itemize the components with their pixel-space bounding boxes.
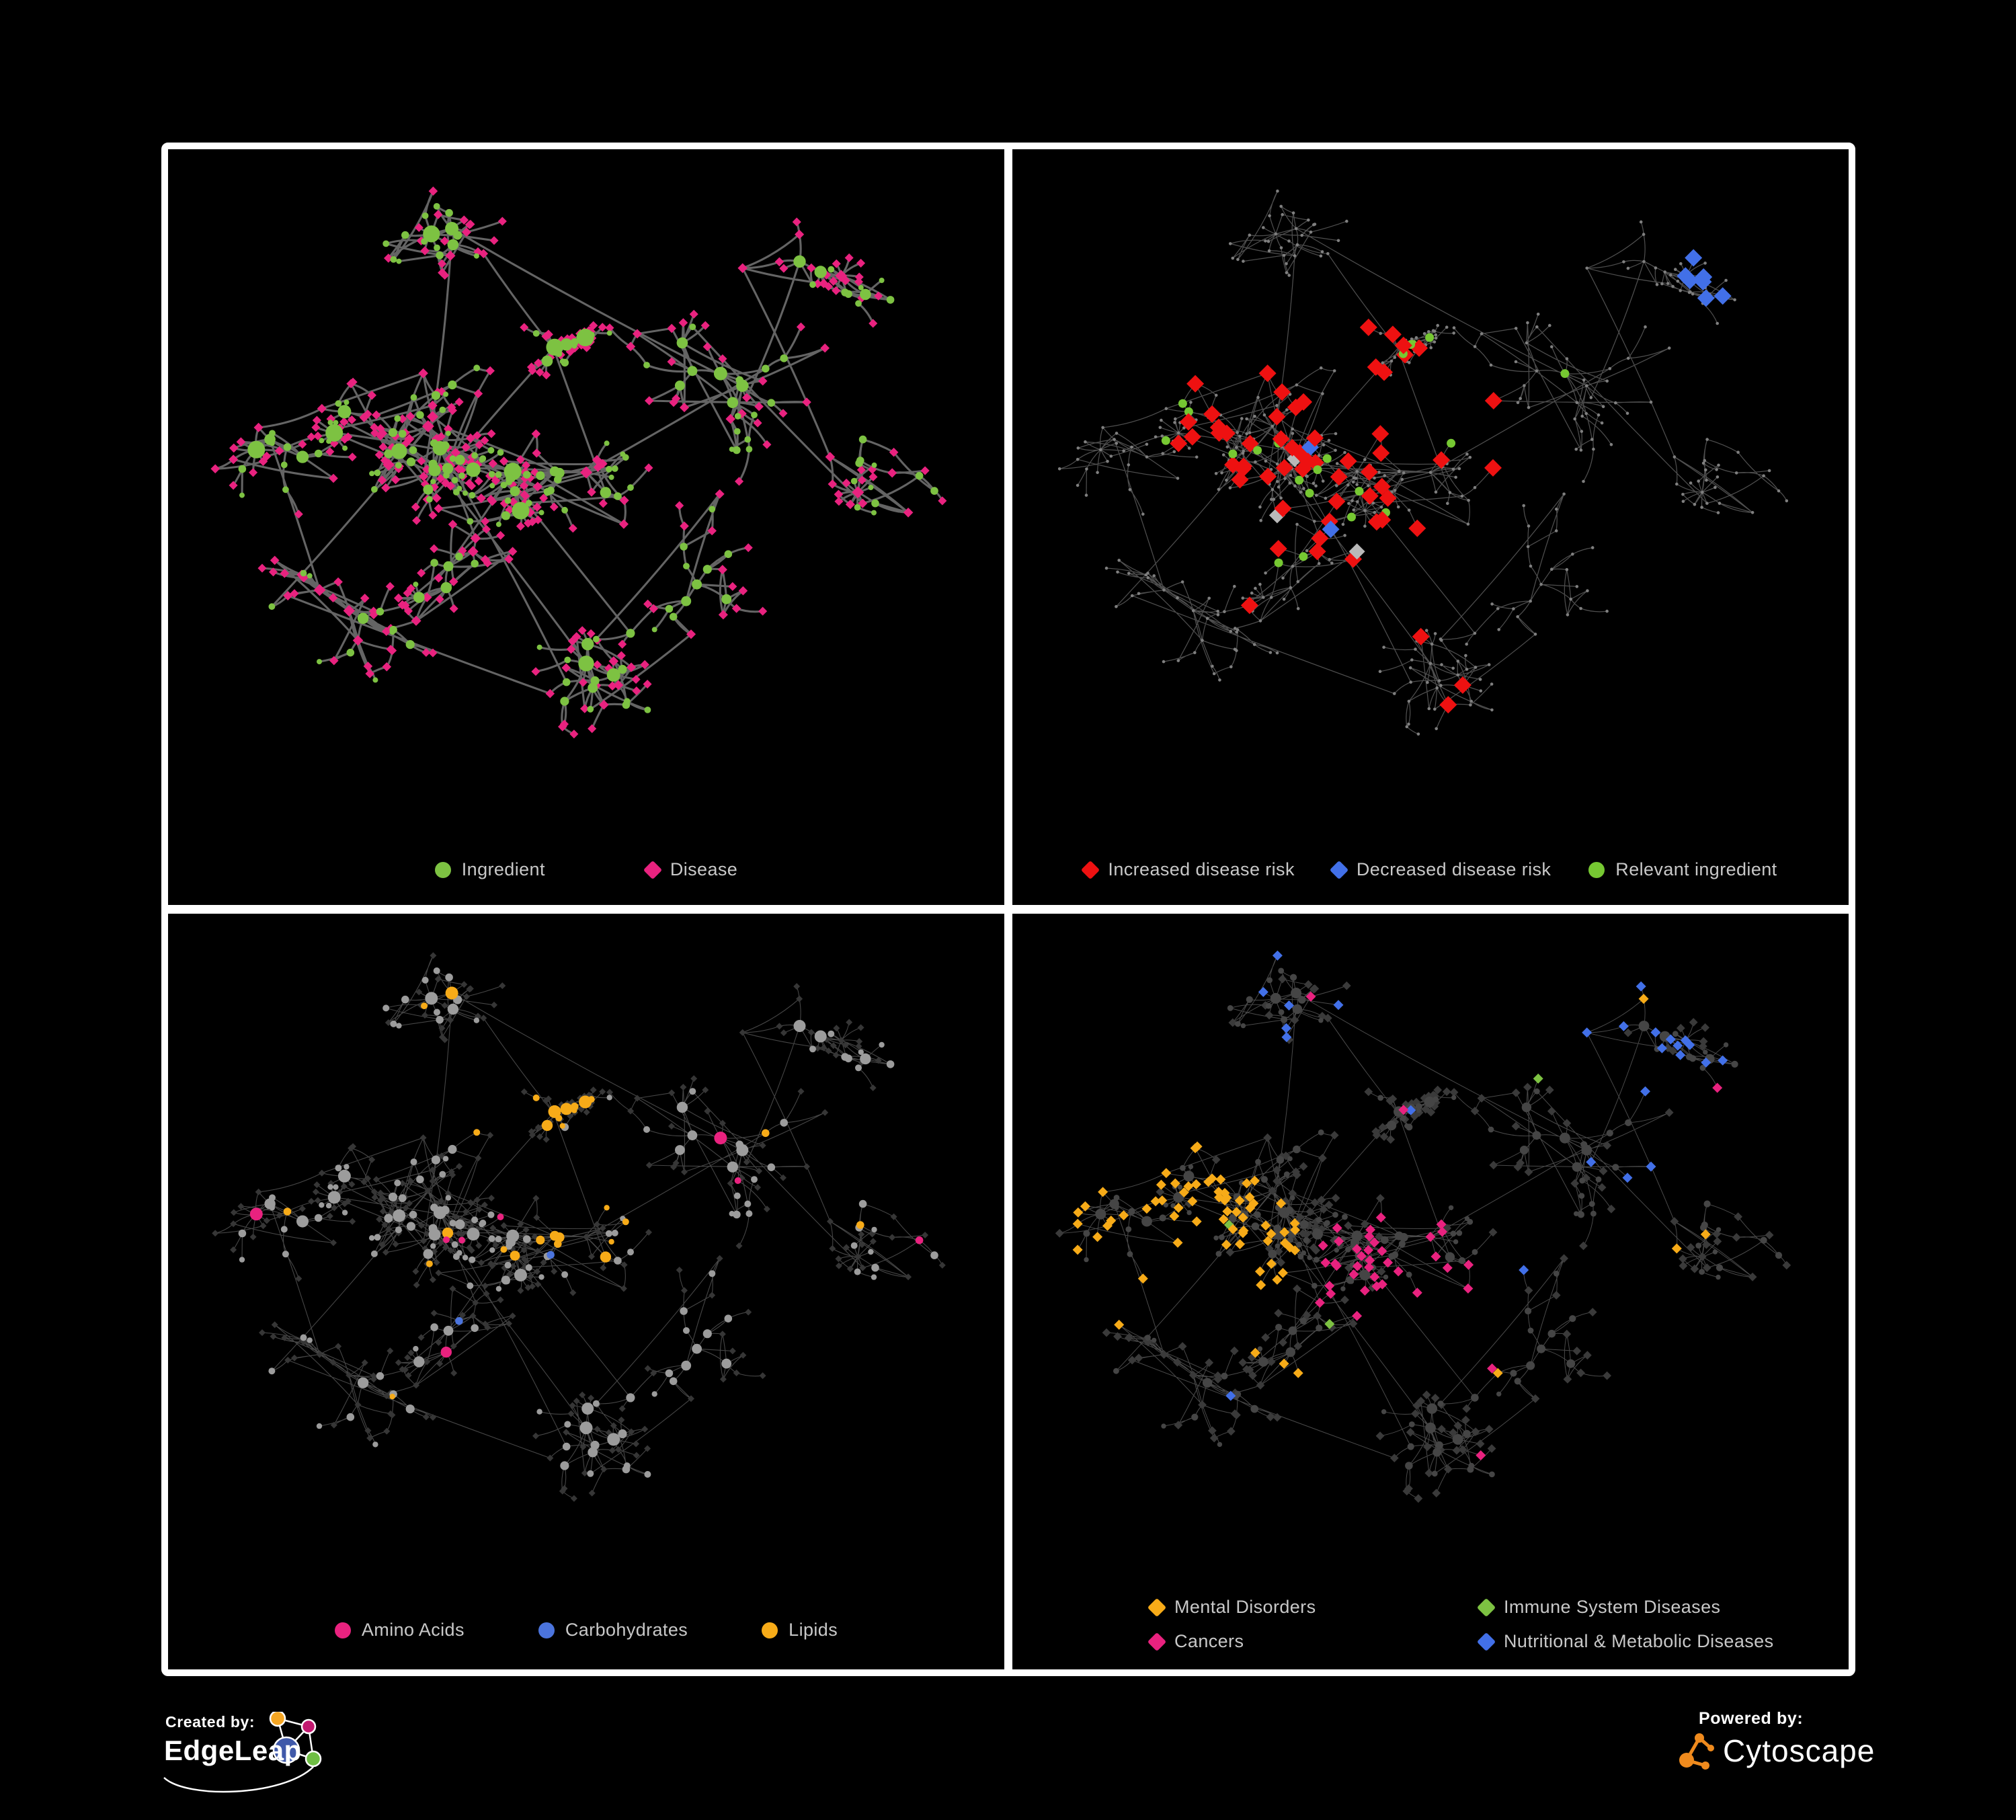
edgeleap-node-green <box>305 1750 322 1768</box>
panel-divider-horizontal <box>168 905 1849 914</box>
network-graph-ingredient-disease <box>210 186 947 739</box>
edgeleap-node-blue <box>272 1736 300 1764</box>
legend-item-decreased-risk: Decreased disease risk <box>1329 859 1551 880</box>
amino-acids-marker-icon <box>334 1622 351 1638</box>
legend-label: Amino Acids <box>361 1620 465 1640</box>
panel-grid-frame: Ingredient Disease Increased disease ris… <box>161 143 1855 1676</box>
legend-item-ingredient: Ingredient <box>434 859 545 880</box>
legend-disease-classes: Mental Disorders Immune System Diseases … <box>1147 1597 1774 1652</box>
edgeleap-node-magenta <box>300 1718 317 1735</box>
legend-item-carbohydrates: Carbohydrates <box>538 1620 688 1640</box>
decreased-risk-marker-icon <box>1329 860 1349 879</box>
ingredient-marker-icon <box>434 861 451 878</box>
increased-risk-marker-icon <box>1081 860 1100 879</box>
nutritional-metabolic-marker-icon <box>1476 1632 1496 1651</box>
network-graph-disease-classes <box>1055 950 1791 1503</box>
cytoscape-wordmark: Cytoscape <box>1723 1733 1876 1768</box>
legend-label: Nutritional & Metabolic Diseases <box>1504 1631 1774 1651</box>
legend-item-disease: Disease <box>643 859 738 880</box>
immune-system-marker-icon <box>1476 1597 1496 1617</box>
cytoscape-logo-icon <box>1679 1733 1714 1770</box>
legend-item-nutritional-metabolic-diseases: Nutritional & Metabolic Diseases <box>1476 1631 1774 1652</box>
cytoscape-branding: Powered by: Cytoscape <box>1677 1709 1879 1796</box>
legend-item-relevant-ingredient: Relevant ingredient <box>1588 859 1777 880</box>
legend-label: Lipids <box>789 1620 838 1640</box>
legend-item-lipids: Lipids <box>762 1620 838 1640</box>
legend-label: Disease <box>670 859 738 879</box>
panel-disease-classes: Mental Disorders Immune System Diseases … <box>1012 914 1849 1669</box>
legend-label: Immune System Diseases <box>1504 1597 1721 1617</box>
legend-label: Ingredient <box>461 859 545 879</box>
network-graph-ingredient-classes <box>212 952 946 1502</box>
legend-ingredient-classes: Amino Acids Carbohydrates Lipids <box>168 1620 1004 1640</box>
panel-disease-risk: Increased disease risk Decreased disease… <box>1012 149 1849 905</box>
disease-marker-icon <box>643 860 663 879</box>
legend-label: Cancers <box>1174 1631 1244 1651</box>
legend-label: Increased disease risk <box>1108 859 1295 879</box>
edgeleap-wordmark: EdgeLeap <box>164 1735 302 1766</box>
legend-item-increased-risk: Increased disease risk <box>1081 859 1295 880</box>
legend-disease-risk: Increased disease risk Decreased disease… <box>1012 859 1849 880</box>
legend-item-amino-acids: Amino Acids <box>334 1620 465 1640</box>
relevant-ingredient-marker-icon <box>1588 861 1605 878</box>
created-by-label: Created by: <box>165 1713 255 1731</box>
edgeleap-node-orange <box>269 1712 286 1727</box>
panel-ingredient-classes: Amino Acids Carbohydrates Lipids <box>168 914 1004 1669</box>
legend-item-mental-disorders: Mental Disorders <box>1147 1597 1480 1618</box>
legend-label: Decreased disease risk <box>1356 859 1551 879</box>
edgeleap-branding: Created by: EdgeLeap <box>159 1712 387 1819</box>
carbohydrates-marker-icon <box>538 1622 555 1638</box>
network-graph-disease-risk <box>1057 189 1789 736</box>
legend-label: Relevant ingredient <box>1615 859 1777 879</box>
powered-by-label: Powered by: <box>1699 1709 1804 1728</box>
legend-label: Carbohydrates <box>565 1620 688 1640</box>
cancers-marker-icon <box>1147 1632 1167 1651</box>
panel-ingredient-disease: Ingredient Disease <box>168 149 1004 905</box>
mental-disorders-marker-icon <box>1147 1597 1167 1617</box>
legend-item-immune-system-diseases: Immune System Diseases <box>1476 1597 1773 1618</box>
lipids-marker-icon <box>762 1622 778 1638</box>
edgeleap-swoosh <box>163 1766 314 1793</box>
edgeleap-logo-icon <box>163 1712 322 1793</box>
legend-ingredient-disease: Ingredient Disease <box>168 859 1004 880</box>
legend-label: Mental Disorders <box>1174 1597 1316 1617</box>
legend-item-cancers: Cancers <box>1147 1631 1480 1652</box>
